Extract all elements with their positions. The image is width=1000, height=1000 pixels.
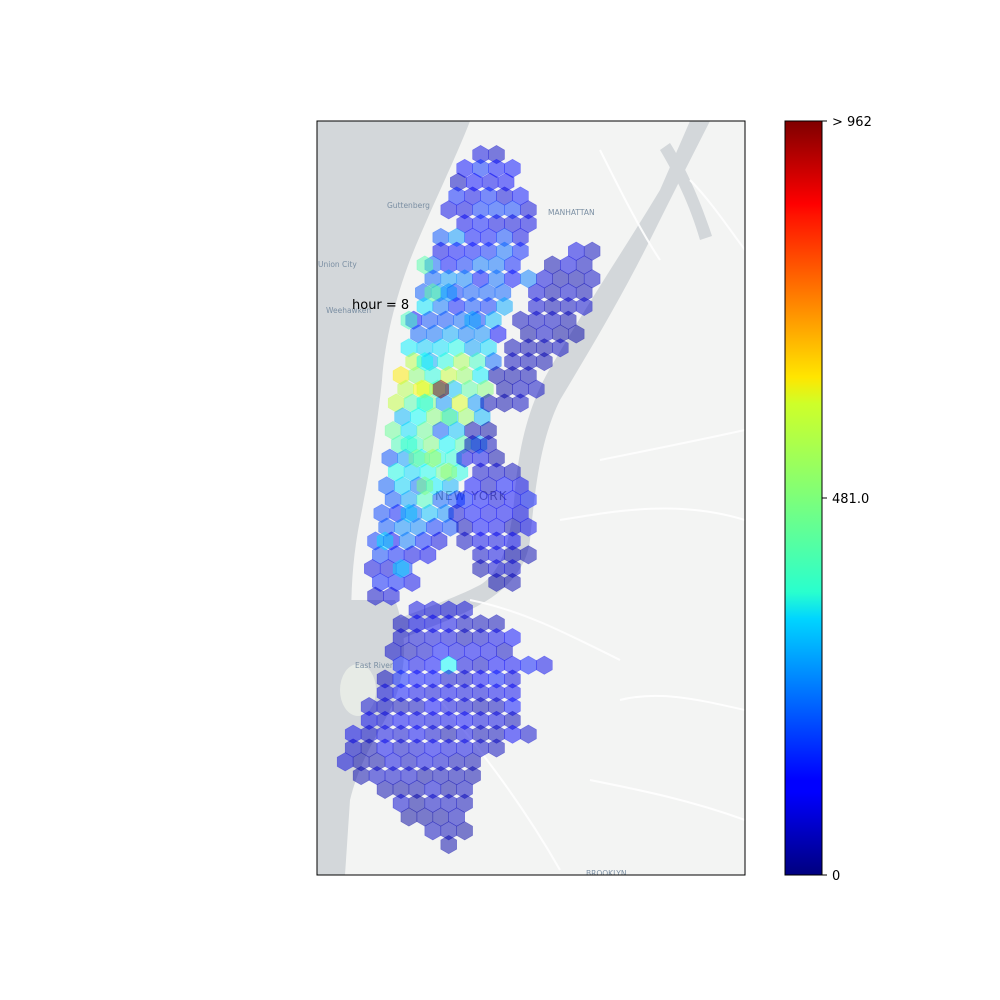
colorbar-gradient (785, 121, 822, 875)
hexbin-cell (419, 545, 437, 565)
hexbin-cell (430, 531, 448, 551)
hexbin-cell (440, 407, 458, 427)
colorbar-ticks: > 962 481.0 0 (822, 115, 872, 884)
hexbin-cell (392, 559, 410, 579)
hexbin-cell (456, 600, 473, 620)
hexbin-cell (494, 283, 512, 303)
hexbin-cell (520, 200, 537, 220)
hexbin-cell (416, 476, 434, 496)
hexbin-cell (488, 614, 505, 634)
hexbin-cell (504, 559, 521, 579)
hexbin-cell (440, 283, 458, 303)
hexbin-cell (504, 710, 521, 730)
map-frame (316, 120, 746, 876)
hexbin-cell (496, 296, 513, 316)
hexbin-cell (400, 434, 418, 454)
hexbin-cell (575, 296, 593, 316)
hexbin-cell (528, 379, 545, 399)
hexbin-cell (416, 352, 434, 372)
hexbin-cell (416, 393, 434, 413)
hexbin-cell (497, 172, 515, 192)
map-label-brooklyn: BROOKLYN (586, 869, 626, 878)
hexbin-cell (504, 572, 521, 592)
hexbin-cell (504, 158, 521, 178)
hexbin-cell (376, 531, 394, 551)
map-label-east-river: East River (355, 661, 394, 670)
hexbin-cell (488, 145, 505, 165)
hexbin-cell (400, 503, 418, 523)
hexbin-cell (536, 352, 553, 372)
hexbin-cell (504, 531, 521, 551)
colorbar-tick-label: 0 (832, 869, 840, 884)
hexbin-cell (480, 421, 497, 441)
hexbin-cell (400, 310, 418, 330)
hexbin-cell (488, 738, 505, 758)
colorbar: > 962 481.0 0 (784, 115, 872, 884)
hexbin-cell (504, 669, 521, 689)
map-axes: Guttenberg Union City Weehawken MANHATTA… (317, 121, 745, 878)
map-label-guttenberg: Guttenberg (387, 201, 430, 210)
hexbin-cell (575, 283, 593, 303)
hexbin-cell (536, 655, 553, 675)
hexbin-cell (440, 462, 458, 482)
map-label-manhattan: MANHATTAN (548, 208, 595, 217)
map-label-union-city: Union City (318, 260, 357, 269)
hexbin-cell (520, 545, 537, 565)
colorbar-tick-label: > 962 (832, 115, 872, 130)
roads (439, 149, 745, 871)
hexbin-cell (456, 779, 473, 799)
hexbin-cell (504, 683, 521, 703)
hexbin-cell (416, 379, 434, 399)
hexbin-cell (477, 379, 494, 399)
hexbin-cell (464, 752, 481, 772)
hexbin-cell (504, 255, 521, 275)
hexbin-cell (512, 227, 529, 247)
colorbar-tick-label: 481.0 (832, 492, 869, 507)
hexbin-cell (551, 338, 569, 358)
hexbin-cell (504, 697, 521, 717)
hudson-river (317, 121, 470, 640)
map-label-weehawken: Weehawken (326, 306, 371, 315)
hexbin-cell (464, 310, 481, 330)
hexbin-cell (456, 821, 473, 841)
hexbin-cell (488, 448, 505, 468)
hexbin-cell (485, 310, 502, 330)
east-river (395, 121, 710, 640)
hexbin-cell (512, 393, 529, 413)
hexbin-cell (485, 352, 502, 372)
hour-annotation: hour = 8 (352, 298, 409, 313)
hexbin-cell (480, 338, 497, 358)
hexbin-cell (489, 324, 507, 344)
hexbin-cell (520, 724, 537, 744)
hexbin-cell (403, 572, 421, 592)
hexbin-cell (440, 835, 458, 855)
hexbin-layer (336, 145, 601, 855)
hexbin-cell (383, 586, 400, 606)
harlem-river (660, 143, 712, 240)
hexbin-cell (416, 255, 434, 275)
hexbin-cell (520, 517, 537, 537)
hexbin-cell (567, 324, 585, 344)
